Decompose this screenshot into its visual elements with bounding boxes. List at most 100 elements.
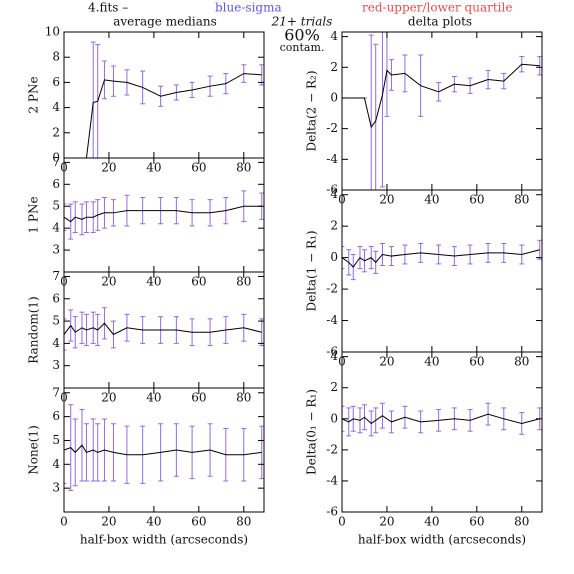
- y-tick-label: 0: [330, 250, 338, 264]
- x-tick-label: 20: [379, 355, 394, 369]
- y-tick-label: 6: [52, 291, 60, 305]
- plot-frame: [63, 157, 265, 273]
- x-tick-label: 20: [101, 161, 116, 175]
- data-line: [342, 63, 540, 129]
- sigma-legend: blue-sigma: [215, 1, 282, 15]
- y-tick-label: 0: [330, 411, 338, 425]
- x-tick-label: 80: [236, 515, 251, 529]
- x-tick-label: 20: [101, 391, 116, 405]
- x-tick-label: 40: [146, 275, 161, 289]
- x-axis-label: half-box width (arcseconds): [358, 533, 526, 547]
- y-tick-label: 0: [330, 90, 338, 104]
- y-tick-label: 7: [52, 385, 60, 399]
- x-tick-label: 60: [469, 515, 484, 529]
- y-tick-label: 4: [52, 100, 60, 114]
- x-tick-label: 60: [191, 275, 206, 289]
- y-tick-label: 4: [52, 457, 60, 471]
- x-tick-label: 60: [469, 355, 484, 369]
- y-tick-label: 5: [52, 199, 60, 213]
- y-tick-label: -4: [326, 313, 338, 327]
- data-line: [64, 205, 262, 223]
- y-tick-label: 7: [52, 155, 60, 169]
- x-axis-label: half-box width (arcseconds): [80, 533, 248, 547]
- x-tick-label: 80: [236, 161, 251, 175]
- y-tick-label: 3: [52, 481, 60, 495]
- y-tick-label: 4: [330, 29, 338, 43]
- y-axis-label: Delta(1 − R₁): [305, 230, 319, 311]
- trials-label: 21+ trials: [271, 15, 333, 29]
- y-tick-label: 8: [52, 50, 60, 64]
- plot-area: [64, 190, 264, 240]
- x-tick-label: 0: [338, 515, 346, 529]
- y-tick-label: 6: [52, 75, 60, 89]
- y-tick-label: 0: [52, 151, 60, 165]
- data-line: [85, 73, 262, 158]
- plot-area: [342, 239, 542, 281]
- y-axis-label: None(1): [27, 425, 41, 475]
- x-tick-label: 60: [191, 391, 206, 405]
- y-tick-label: -2: [326, 282, 338, 296]
- plot-area: [83, 41, 264, 158]
- x-tick-label: 0: [60, 515, 68, 529]
- y-axis-label: Delta(0₁ − R₁): [305, 389, 319, 475]
- plot-frame: [341, 351, 543, 513]
- x-tick-label: 40: [146, 515, 161, 529]
- data-line: [342, 413, 540, 425]
- y-tick-label: 2: [330, 60, 338, 74]
- y-tick-label: 5: [52, 314, 60, 328]
- y-tick-label: -2: [326, 442, 338, 456]
- data-line: [64, 322, 262, 336]
- y-tick-label: 4: [52, 336, 60, 350]
- plot-frame: [341, 31, 543, 191]
- y-tick-label: -6: [326, 183, 338, 197]
- y-axis-label: Delta(2 − R₂): [305, 70, 319, 151]
- x-tick-label: 40: [146, 161, 161, 175]
- y-tick-label: 3: [52, 358, 60, 372]
- error-bar: [64, 318, 67, 351]
- file-label: 4.fits –: [88, 1, 128, 15]
- x-tick-label: 60: [191, 161, 206, 175]
- y-tick-label: -6: [326, 505, 338, 519]
- y-tick-label: 4: [330, 349, 338, 363]
- x-tick-label: 80: [236, 275, 251, 289]
- y-tick-label: 2: [330, 380, 338, 394]
- y-axis-label: 2 PNe: [27, 76, 41, 113]
- x-tick-label: 20: [379, 193, 394, 207]
- x-tick-label: 80: [514, 515, 529, 529]
- x-tick-label: 60: [191, 515, 206, 529]
- y-axis-label: Random(1): [27, 296, 41, 363]
- x-tick-label: 20: [101, 515, 116, 529]
- y-tick-label: 2: [52, 125, 60, 139]
- right-title: delta plots: [408, 15, 472, 29]
- plot-area: [342, 32, 542, 190]
- y-tick-label: 2: [330, 219, 338, 233]
- x-tick-label: 40: [424, 355, 439, 369]
- y-tick-label: 5: [52, 433, 60, 447]
- error-bar: [342, 405, 345, 432]
- data-line: [64, 444, 262, 456]
- x-tick-label: 40: [146, 391, 161, 405]
- y-tick-label: -6: [326, 345, 338, 359]
- contam-label: contam.: [280, 41, 325, 54]
- y-tick-label: 6: [52, 409, 60, 423]
- left-title: average medians: [113, 15, 217, 29]
- plot-frame: [63, 387, 265, 513]
- x-tick-label: 40: [424, 193, 439, 207]
- plot-frame: [341, 189, 543, 353]
- x-tick-label: 80: [514, 193, 529, 207]
- y-tick-label: 3: [52, 243, 60, 257]
- x-tick-label: 20: [379, 515, 394, 529]
- error-bar: [64, 203, 67, 231]
- y-tick-label: 6: [52, 177, 60, 191]
- y-tick-label: 10: [45, 25, 60, 39]
- y-tick-label: 4: [330, 187, 338, 201]
- x-tick-label: 80: [236, 391, 251, 405]
- plot-area: [342, 402, 542, 437]
- y-tick-label: 7: [52, 269, 60, 283]
- x-tick-label: 20: [101, 275, 116, 289]
- y-tick-label: -4: [326, 473, 338, 487]
- y-axis-label: 1 PNe: [27, 196, 41, 233]
- plot-area: [64, 307, 264, 351]
- plot-area: [64, 404, 264, 492]
